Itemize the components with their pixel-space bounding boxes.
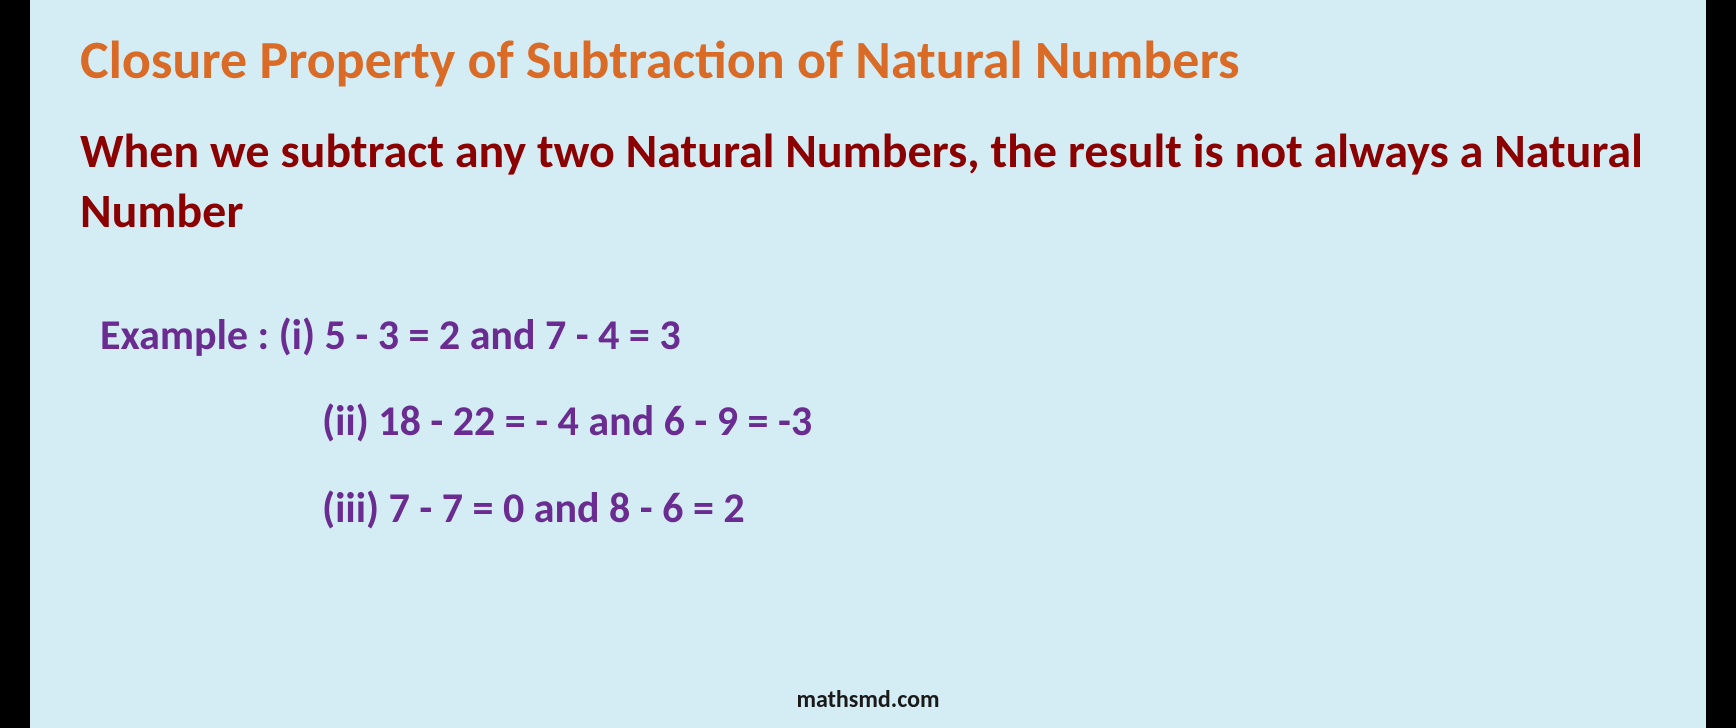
example-line-3: (iii) 7 - 7 = 0 and 8 - 6 = 2 — [100, 484, 1656, 534]
slide-title: Closure Property of Subtraction of Natur… — [80, 28, 1656, 93]
examples-block: Example : (i) 5 - 3 = 2 and 7 - 4 = 3 (i… — [80, 311, 1656, 534]
slide-container: Closure Property of Subtraction of Natur… — [30, 0, 1706, 728]
example-line-2: (ii) 18 - 22 = - 4 and 6 - 9 = -3 — [100, 397, 1656, 447]
example-line-1: Example : (i) 5 - 3 = 2 and 7 - 4 = 3 — [100, 311, 1656, 361]
definition-text: When we subtract any two Natural Numbers… — [80, 121, 1656, 241]
footer-credit: mathsmd.com — [30, 685, 1706, 714]
